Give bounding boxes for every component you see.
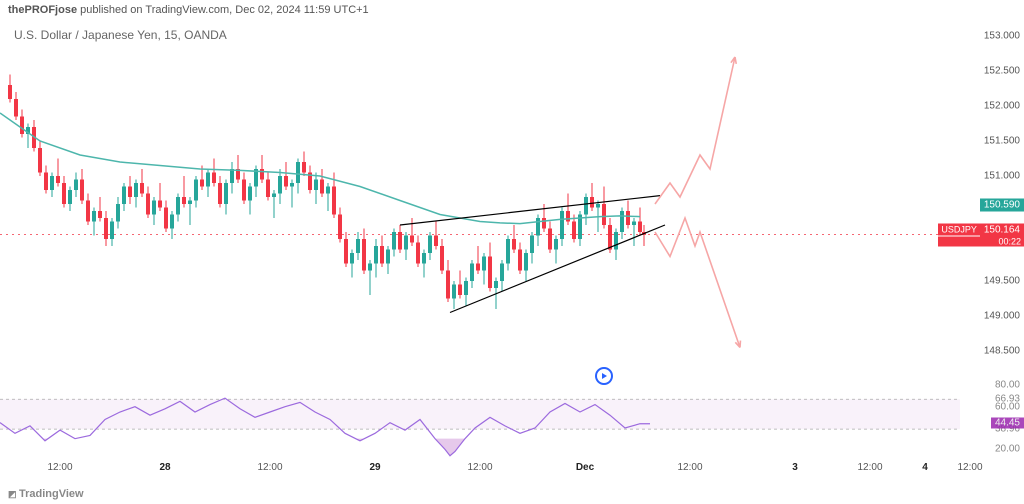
rsi-panel[interactable] bbox=[0, 380, 960, 460]
last-close-label: 150.590 bbox=[980, 198, 1024, 211]
publish-header: thePROFjose published on TradingView.com… bbox=[0, 0, 1024, 20]
tradingview-watermark[interactable]: ◩ TradingView bbox=[8, 488, 84, 500]
rsi-current-label: 44.45 bbox=[991, 418, 1024, 429]
price-axis[interactable]: 148.500149.000149.500151.000151.500152.0… bbox=[962, 22, 1024, 372]
price-chart[interactable] bbox=[0, 22, 960, 372]
countdown-label: 00:22 bbox=[938, 236, 1024, 246]
current-price-label: 150.164 bbox=[980, 223, 1024, 236]
pair-badge: USDJPY bbox=[938, 224, 980, 236]
author[interactable]: thePROFjose bbox=[8, 4, 77, 16]
rsi-axis[interactable]: 20.0038.9644.4560.0066.9380.0044.45 bbox=[962, 380, 1024, 460]
time-axis[interactable]: 12:002812:002912:00Dec12:00312:00412:00 bbox=[0, 462, 960, 480]
